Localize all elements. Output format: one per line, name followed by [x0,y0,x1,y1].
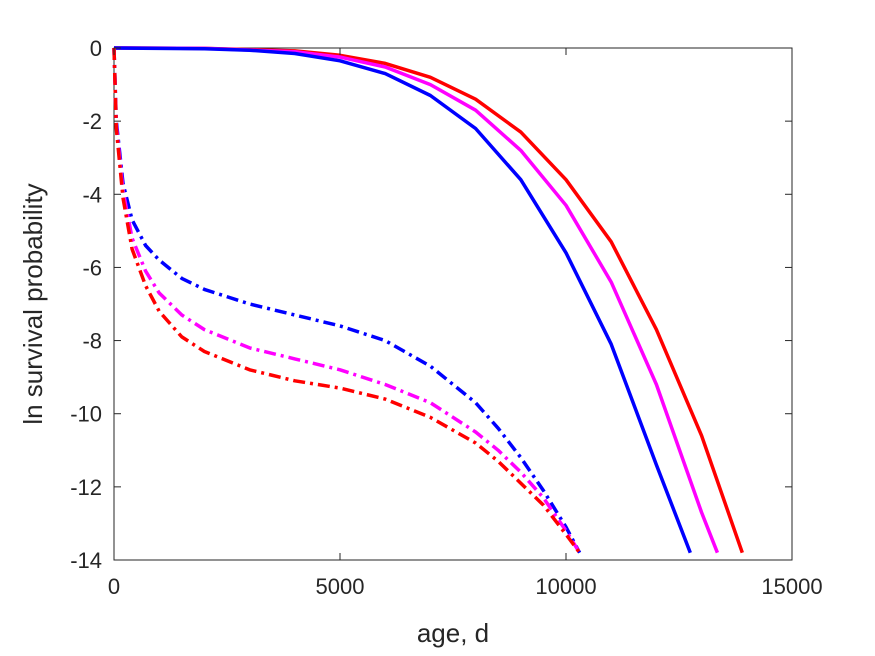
y-tick-label: -6 [82,255,102,280]
x-tick-label: 15000 [761,574,822,599]
series-line-2 [113,46,720,554]
y-tick-label: -10 [70,402,102,427]
tick-layer: 0 5000 10000 15000 -14 -12 -10 -8 -6 -4 -2 0 [70,36,822,599]
series-layer [112,46,744,554]
y-tick-label: -2 [82,109,102,134]
y-tick-label: -14 [70,548,102,573]
x-tick-label: 10000 [535,574,596,599]
series-line-6 [112,47,582,554]
y-tick-label: -12 [70,475,102,500]
x-axis-label: age, d [417,618,489,648]
x-tick-label: 0 [108,574,120,599]
y-tick-label: -4 [82,182,102,207]
series-line-3 [113,46,692,554]
y-tick-label: 0 [90,36,102,61]
x-tick-label: 5000 [316,574,365,599]
y-tick-label: -8 [82,329,102,354]
series-line-5 [112,47,582,554]
y-axis-label: ln survival probability [18,183,48,424]
plot-area [113,47,793,561]
